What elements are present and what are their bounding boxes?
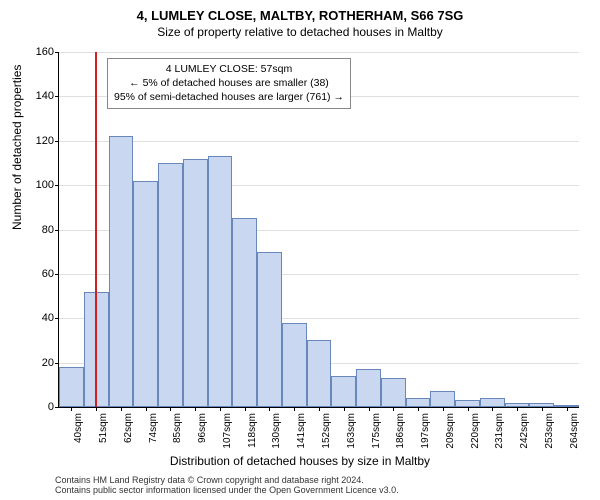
ytick-mark [55,141,59,142]
ytick-label: 40 [24,312,54,324]
xtick-label: 40sqm [73,413,84,443]
footer-line-2: Contains public sector information licen… [55,485,399,495]
ytick-label: 60 [24,268,54,280]
histogram-bar [356,369,381,407]
ytick-label: 120 [24,135,54,147]
annotation-line: ← 5% of detached houses are smaller (38) [114,76,344,90]
chart-plot-area: 4 LUMLEY CLOSE: 57sqm← 5% of detached ho… [58,52,579,408]
histogram-bar [331,376,356,407]
xtick-label: 163sqm [346,413,357,449]
xtick-label: 118sqm [247,413,258,448]
xtick-mark [220,407,221,411]
footer-line-1: Contains HM Land Registry data © Crown c… [55,475,399,485]
ytick-mark [55,185,59,186]
gridline [59,141,579,142]
annotation-line: 4 LUMLEY CLOSE: 57sqm [114,62,344,76]
xtick-label: 220sqm [470,413,481,449]
xtick-label: 130sqm [271,413,282,449]
xtick-mark [195,407,196,411]
histogram-bar [158,163,183,407]
ytick-mark [55,407,59,408]
histogram-bar [257,252,282,407]
xtick-mark [369,407,370,411]
y-axis-label: Number of detached properties [10,65,24,230]
histogram-bar [480,398,505,407]
xtick-label: 253sqm [544,413,555,449]
ytick-label: 160 [24,46,54,58]
histogram-bar [208,156,233,407]
xtick-label: 197sqm [420,413,431,449]
histogram-bar [133,181,158,407]
xtick-mark [393,407,394,411]
xtick-label: 51sqm [98,413,109,443]
histogram-bar [307,340,332,407]
ytick-label: 0 [24,401,54,413]
annotation-box: 4 LUMLEY CLOSE: 57sqm← 5% of detached ho… [107,58,351,109]
xtick-mark [319,407,320,411]
histogram-bar [183,159,208,408]
ytick-mark [55,363,59,364]
gridline [59,52,579,53]
xtick-mark [294,407,295,411]
xtick-mark [567,407,568,411]
ytick-mark [55,230,59,231]
xtick-label: 175sqm [371,413,382,449]
x-axis-label: Distribution of detached houses by size … [0,454,600,468]
xtick-mark [170,407,171,411]
xtick-label: 107sqm [222,413,233,449]
xtick-label: 141sqm [296,413,307,449]
xtick-label: 242sqm [519,413,530,449]
xtick-label: 186sqm [395,413,406,449]
xtick-label: 231sqm [494,413,505,449]
xtick-mark [344,407,345,411]
xtick-label: 209sqm [445,413,456,449]
xtick-mark [517,407,518,411]
xtick-mark [71,407,72,411]
xtick-mark [542,407,543,411]
xtick-label: 74sqm [148,413,159,443]
footer-attribution: Contains HM Land Registry data © Crown c… [55,475,399,496]
xtick-label: 152sqm [321,413,332,449]
chart-title: 4, LUMLEY CLOSE, MALTBY, ROTHERHAM, S66 … [0,0,600,23]
ytick-mark [55,274,59,275]
xtick-label: 62sqm [123,413,134,443]
xtick-mark [443,407,444,411]
chart-subtitle: Size of property relative to detached ho… [0,23,600,39]
xtick-mark [269,407,270,411]
histogram-bar [406,398,431,407]
histogram-bar [282,323,307,407]
ytick-mark [55,96,59,97]
ytick-label: 20 [24,357,54,369]
xtick-mark [245,407,246,411]
histogram-bar [455,400,480,407]
histogram-bar [232,218,257,407]
xtick-mark [96,407,97,411]
histogram-bar [59,367,84,407]
xtick-mark [468,407,469,411]
ytick-label: 140 [24,90,54,102]
annotation-line: 95% of semi-detached houses are larger (… [114,90,344,104]
histogram-bar [430,391,455,407]
xtick-label: 264sqm [569,413,580,449]
ytick-mark [55,52,59,53]
xtick-mark [418,407,419,411]
reference-line [95,52,97,407]
ytick-label: 80 [24,224,54,236]
xtick-mark [121,407,122,411]
xtick-mark [492,407,493,411]
ytick-label: 100 [24,179,54,191]
histogram-bar [109,136,134,407]
ytick-mark [55,318,59,319]
histogram-bar [381,378,406,407]
xtick-label: 85sqm [172,413,183,443]
xtick-label: 96sqm [197,413,208,443]
xtick-mark [146,407,147,411]
